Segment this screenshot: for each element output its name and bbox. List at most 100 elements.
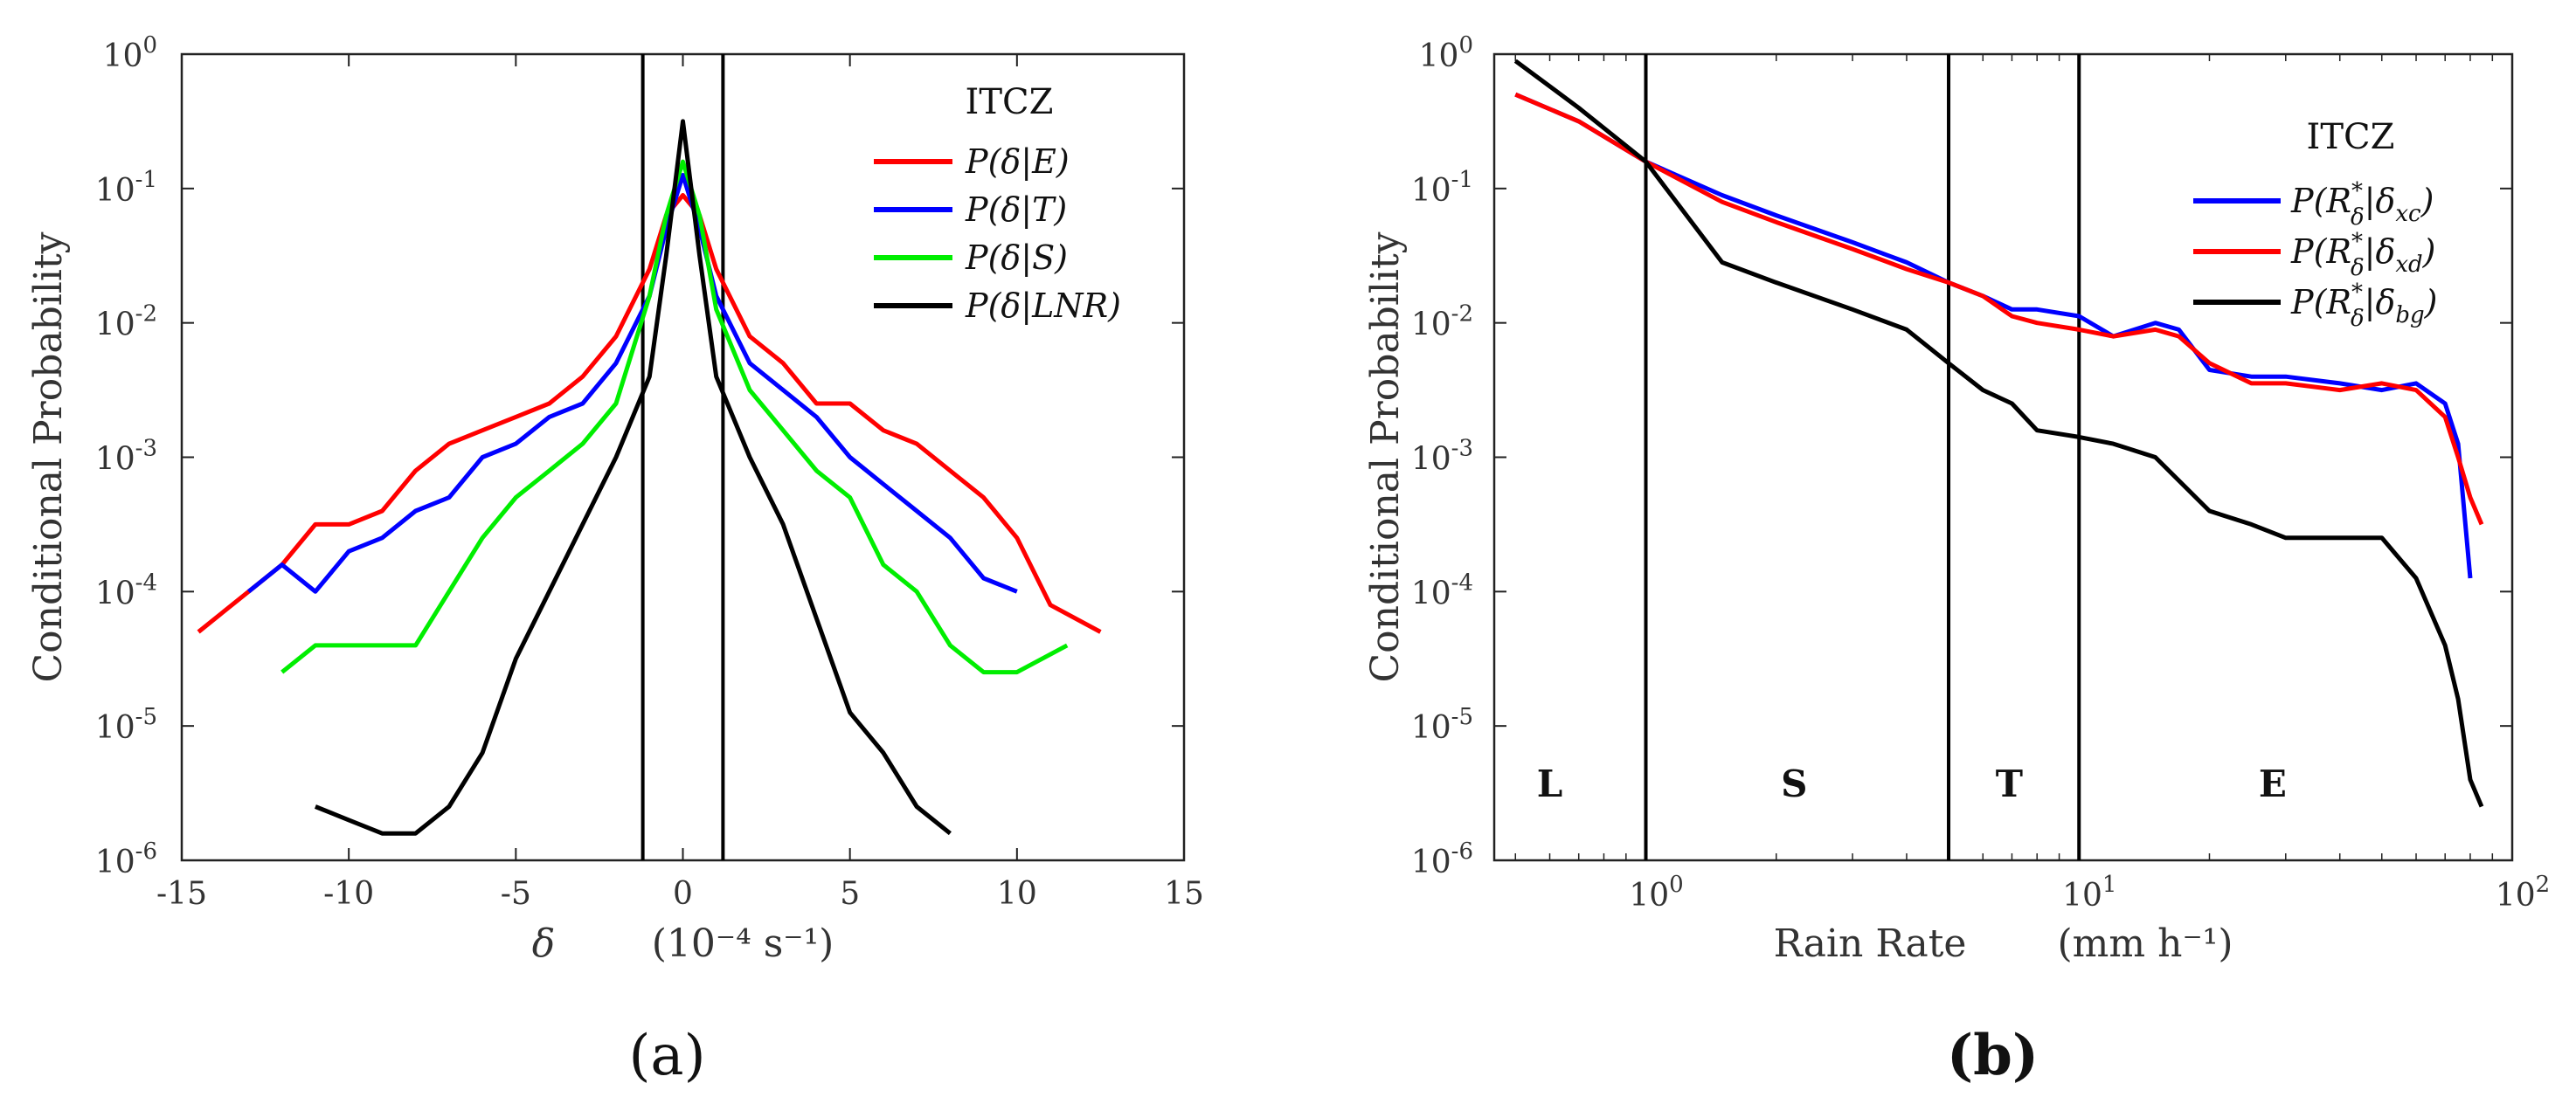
legend-sub2: xc	[2395, 201, 2421, 227]
legend-sub: δ	[2351, 255, 2365, 281]
y-tick-label-exp: -5	[1451, 704, 1473, 730]
x-tick-label-base: 10	[2496, 878, 2536, 914]
legend-sup: *	[2351, 279, 2363, 306]
y-tick-label: 10-5	[1411, 704, 1473, 746]
y-tick-label: 10-6	[1411, 838, 1473, 880]
region-label-l: L	[1537, 762, 1563, 805]
y-tick-label: 10-2	[1411, 301, 1473, 343]
legend-sup: *	[2351, 229, 2363, 255]
x-tick-label-exp: 2	[2536, 872, 2551, 898]
panel-label-b: (b)	[1947, 1023, 2039, 1088]
region-label-e: E	[2259, 762, 2287, 805]
y-tick-label: 10-4	[95, 569, 157, 611]
y-tick-label-base: 10	[1419, 38, 1459, 74]
y-axis-label: Conditional Probability	[1363, 231, 1408, 682]
y-tick-label: 10-2	[95, 301, 157, 343]
series-line-0	[1514, 92, 2473, 579]
x-tick-label-exp: 1	[2102, 872, 2117, 898]
x-tick-label: 101	[2062, 872, 2116, 914]
legend-end: )	[2420, 182, 2434, 220]
legend-end: )	[2422, 232, 2436, 271]
legend-main: P(R	[2290, 283, 2351, 321]
y-tick-label: 10-4	[1411, 569, 1473, 611]
legend-sup: *	[2351, 178, 2363, 204]
legend-label-3: P(δ|LNR)	[965, 286, 1121, 325]
legend-label-0: P(R* δ|δxc)	[2290, 178, 2434, 231]
series-line-1	[1514, 92, 2484, 526]
region-label-t: T	[1996, 762, 2023, 805]
legend-mid: |δ	[2365, 232, 2396, 271]
x-tick-label: 102	[2496, 872, 2550, 914]
legend-label-1: P(R* δ|δxd)	[2290, 229, 2436, 281]
y-tick-label: 10-1	[1411, 167, 1473, 209]
x-tick-label: -5	[501, 876, 531, 912]
series-line-2	[1513, 59, 2484, 808]
y-axis-label: Conditional Probability	[26, 231, 71, 682]
legend-mid: |δ	[2365, 283, 2396, 321]
y-tick-label: 100	[103, 32, 157, 74]
y-tick-label-base: 10	[1411, 576, 1451, 611]
x-tick-label-base: 10	[1629, 878, 1669, 914]
y-tick-label: 10-3	[1411, 436, 1473, 478]
series-line-3	[314, 119, 952, 836]
x-tick-label: -15	[156, 876, 207, 912]
x-axis-label: Rain Rate	[1774, 921, 1967, 966]
legend-sub2: xd	[2395, 252, 2422, 278]
y-tick-label-exp: -2	[135, 301, 157, 328]
y-tick-label-exp: -1	[135, 167, 157, 193]
x-tick-label-exp: 0	[1669, 872, 1684, 898]
legend-sub: δ	[2351, 306, 2365, 332]
legend-label-1: P(δ|T)	[965, 190, 1067, 229]
legend-title: ITCZ	[966, 82, 1054, 122]
panel-label-a-text: (a)	[628, 1024, 705, 1088]
y-tick-label-base: 10	[1411, 173, 1451, 209]
y-tick-label-exp: -1	[1451, 167, 1473, 193]
y-tick-label-base: 10	[95, 173, 135, 209]
y-tick-label: 10-3	[95, 436, 157, 478]
y-tick-label: 10-1	[95, 167, 157, 209]
y-tick-label-exp: -6	[135, 838, 157, 865]
legend-label-2: P(R* δ|δbg)	[2290, 279, 2437, 332]
x-axis-label: δ	[532, 921, 556, 966]
y-tick-label-base: 10	[1411, 442, 1451, 478]
x-tick-label: 15	[1164, 876, 1204, 912]
legend-sub: δ	[2351, 204, 2365, 231]
y-tick-label-exp: -2	[1451, 301, 1473, 328]
y-tick-label: 10-6	[95, 838, 157, 880]
y-tick-label-exp: 0	[142, 32, 157, 59]
x-tick-label: -10	[323, 876, 374, 912]
legend-main: P(R	[2290, 232, 2351, 271]
x-tick-label: 10	[997, 876, 1037, 912]
legend-mid: |δ	[2365, 182, 2396, 220]
y-tick-label-base: 10	[1411, 845, 1451, 880]
x-tick-label: 100	[1629, 872, 1683, 914]
legend-label-2: P(δ|S)	[965, 238, 1068, 277]
y-tick-label-exp: -3	[135, 436, 157, 462]
y-tick-label-base: 10	[95, 442, 135, 478]
legend-sub2: bg	[2395, 302, 2424, 328]
x-tick-label: 0	[673, 876, 693, 912]
y-tick-label-exp: -5	[135, 704, 157, 730]
y-tick-label-exp: -3	[1451, 436, 1473, 462]
y-tick-label-exp: -4	[135, 569, 157, 596]
legend-title: ITCZ	[2307, 117, 2395, 157]
y-tick-label: 100	[1419, 32, 1473, 74]
x-tick-label-base: 10	[2062, 878, 2102, 914]
y-tick-label-base: 10	[1411, 307, 1451, 343]
x-axis-unit: (10⁻⁴ s⁻¹)	[652, 921, 834, 966]
y-tick-label: 10-5	[95, 704, 157, 746]
x-axis-unit: (mm h⁻¹)	[2058, 921, 2233, 966]
y-tick-label-base: 10	[95, 710, 135, 746]
legend-label-0: P(δ|E)	[965, 142, 1070, 181]
y-tick-label-base: 10	[1411, 710, 1451, 746]
x-tick-label: 5	[840, 876, 860, 912]
y-tick-label-exp: -4	[1451, 569, 1473, 596]
y-tick-label-base: 10	[95, 576, 135, 611]
y-tick-label-exp: -6	[1451, 838, 1473, 865]
legend-end: )	[2424, 283, 2438, 321]
y-tick-label-base: 10	[103, 38, 143, 74]
legend-main: P(R	[2290, 182, 2351, 220]
